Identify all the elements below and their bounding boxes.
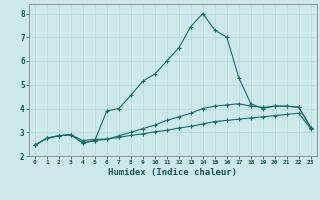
X-axis label: Humidex (Indice chaleur): Humidex (Indice chaleur) bbox=[108, 168, 237, 177]
